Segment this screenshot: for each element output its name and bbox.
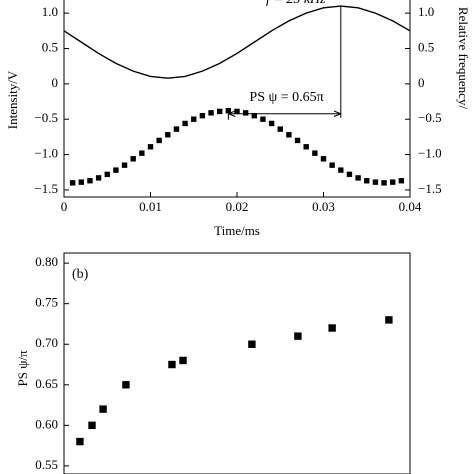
data-point [385,316,393,324]
y-tick-label: 1.0 [42,4,58,19]
x-tick-label: 0.03 [312,199,335,214]
data-point [328,324,336,332]
annotation: PS ψ = 0.65π [249,90,323,105]
y-tick-label: 0 [52,75,59,90]
data-point [242,110,249,116]
y-tick-label: 0.80 [35,254,58,269]
data-point [398,178,405,184]
x-tick-label: 0.01 [139,199,162,214]
data-point [277,126,283,132]
y2-tick-label: −0.5 [418,110,442,125]
data-point [78,179,84,185]
data-point [173,126,180,132]
data-point [329,162,335,168]
data-point [364,178,370,184]
data-point [260,116,266,122]
data-point [165,132,171,138]
x-tick-label: 0.02 [226,199,249,214]
data-line [63,5,411,79]
data-point [113,167,119,173]
data-point [303,144,309,150]
y-tick-label: 0.75 [35,295,58,310]
data-point [99,405,107,413]
data-point [381,180,387,186]
y2-tick-label: −1.5 [418,181,442,196]
data-point [390,179,396,185]
y2-tick-label: 0 [418,75,425,90]
data-point [179,356,187,365]
data-point [268,120,275,127]
data-point [168,360,176,369]
x-tick-label: 0.04 [399,199,422,214]
data-point [320,156,327,162]
data-point [355,175,361,181]
data-point [88,421,96,430]
data-point [139,150,145,156]
annotation: f = 25 kHz [266,0,326,7]
data-point [208,110,214,116]
data-point [76,437,84,446]
y2-tick-label: −1.0 [418,146,442,161]
data-point [121,162,128,168]
y-axis-label: Intensity/V [5,70,20,129]
y-tick-label: 0.70 [35,335,58,350]
data-point [199,112,206,119]
y-axis-label: PS ψ/π [15,350,30,386]
data-point [217,108,223,115]
y-tick-label: 0.60 [35,416,58,431]
x-tick-label: 0 [61,199,68,214]
data-point [104,171,110,178]
y-tick-label: 0.5 [42,39,58,54]
data-point [87,178,93,184]
data-point [312,150,318,156]
y2-tick-label: 0.5 [418,39,434,54]
panel-label: (b) [72,267,89,282]
data-point [69,180,76,186]
data-point [130,156,136,162]
data-point [294,137,301,144]
y2-axis-label: Relative frequency/ [456,7,471,110]
data-point [147,144,154,150]
data-point [294,332,302,340]
data-point [338,167,344,173]
data-point [248,340,256,348]
data-point [122,381,130,389]
plot-frame [63,252,411,474]
data-point [286,132,292,138]
data-point [372,179,379,185]
data-point [156,137,162,144]
y-tick-label: 0.65 [35,376,58,391]
x-axis-label: Time/ms [214,223,260,238]
data-point [346,171,353,178]
data-point [182,120,188,127]
data-point [191,116,197,122]
y-tick-label: −1.0 [34,146,58,161]
y-tick-label: 0.55 [35,457,58,472]
y-tick-label: −0.5 [34,110,58,125]
y-tick-label: −1.5 [34,181,58,196]
data-point [95,175,102,181]
y2-tick-label: 1.0 [418,4,434,19]
